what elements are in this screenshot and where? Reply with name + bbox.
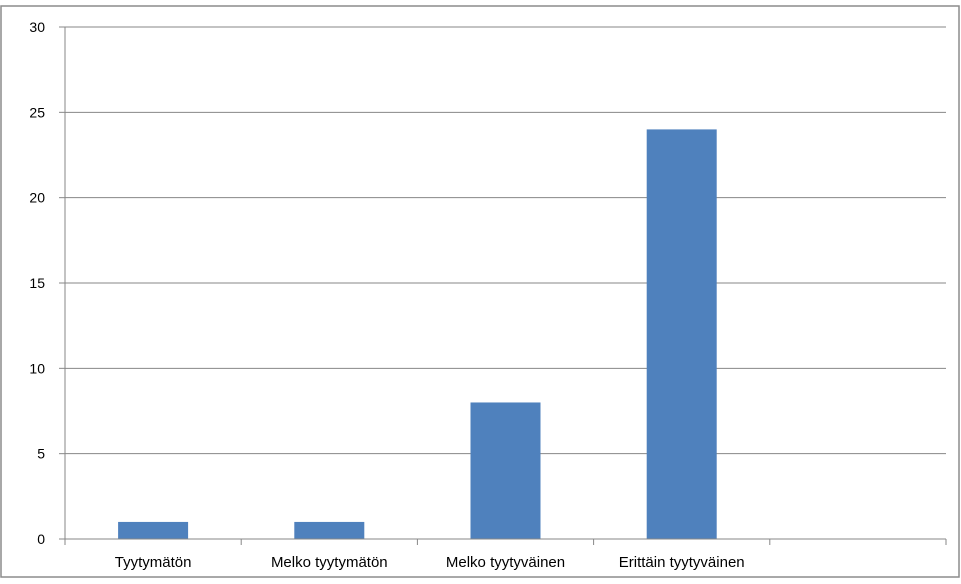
- bar: [470, 402, 541, 539]
- y-tick-label: 30: [29, 19, 45, 35]
- y-tick-label: 20: [29, 190, 45, 206]
- x-category-label: Melko tyytyväinen: [446, 554, 565, 571]
- y-tick-label: 15: [29, 275, 45, 291]
- x-category-label: Tyytymätön: [115, 554, 192, 571]
- axes: [64, 27, 947, 545]
- y-tick-label: 5: [37, 446, 45, 462]
- y-axis-ticks: 0 5 10 15 20 25 30: [29, 19, 65, 547]
- bar: [646, 129, 717, 539]
- bars: [118, 129, 717, 539]
- bar: [294, 521, 365, 539]
- x-axis-categories: Tyytymätön Melko tyytymätön Melko tyytyväi…: [115, 554, 745, 571]
- y-tick-label: 25: [29, 104, 45, 120]
- x-category-label: Melko tyytymätön: [271, 554, 388, 571]
- bar: [118, 521, 189, 539]
- gridlines: [65, 26, 946, 455]
- x-category-label: Erittäin tyytyväinen: [619, 554, 745, 571]
- y-tick-label: 0: [37, 531, 45, 547]
- y-tick-label: 10: [29, 360, 45, 376]
